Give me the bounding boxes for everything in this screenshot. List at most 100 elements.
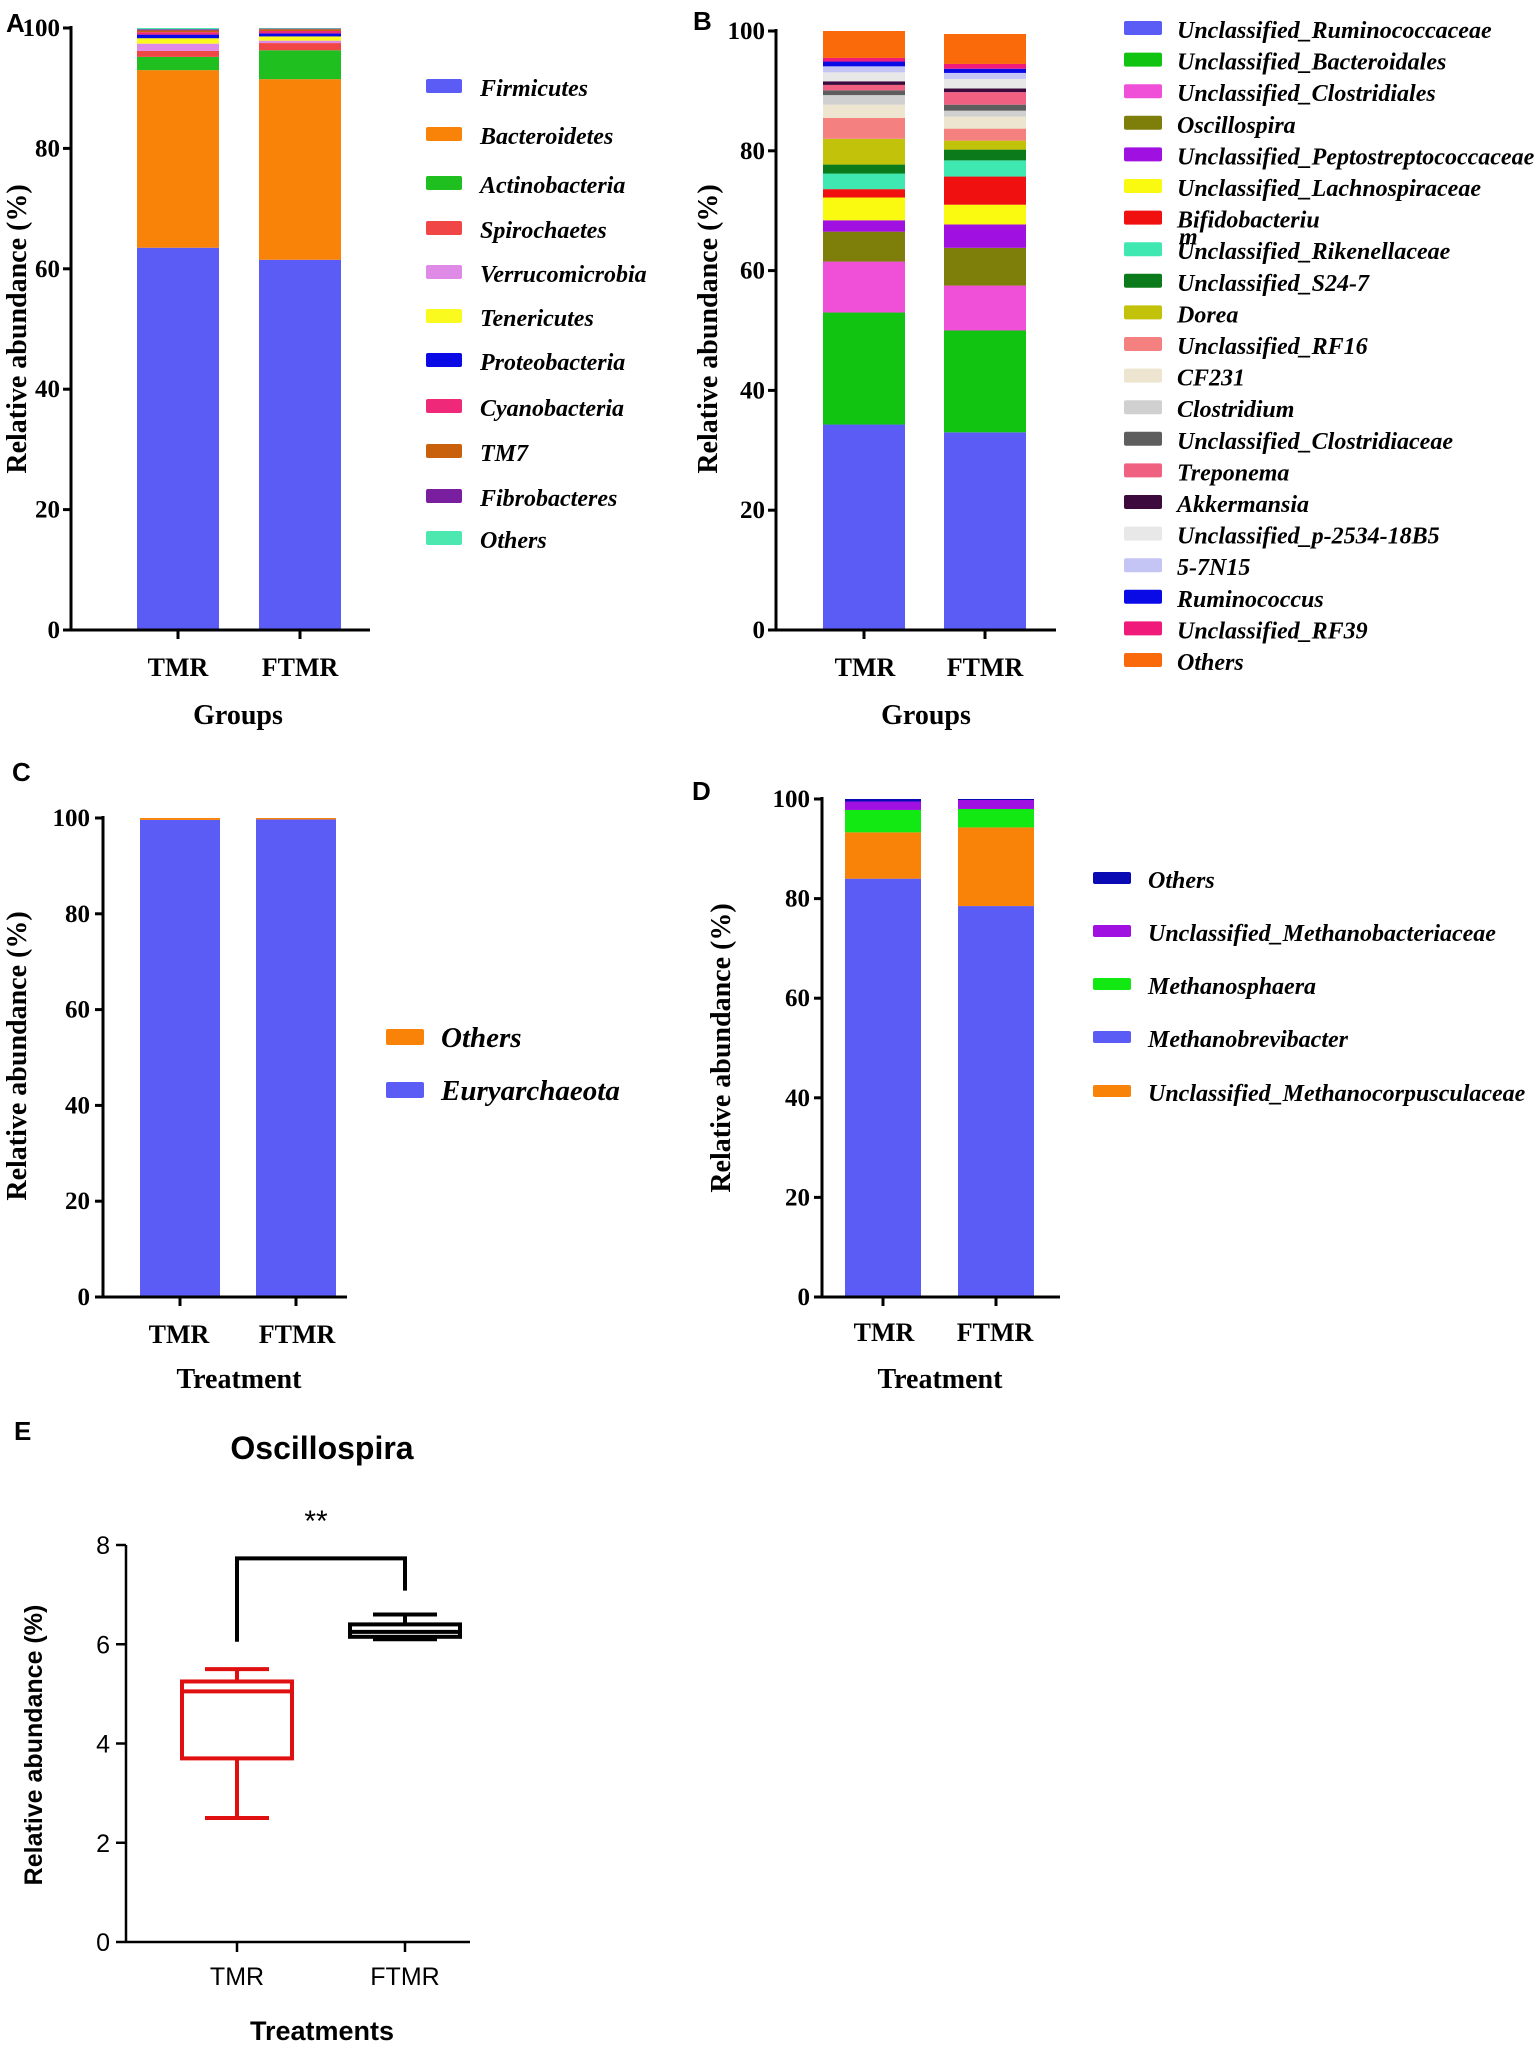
bar-b-ftmr-unclassified-lachnospiraceae	[944, 204, 1026, 225]
bar-b-tmr-ruminococcus	[823, 61, 905, 67]
bar-c-tmr-euryarchaeota	[140, 819, 220, 1297]
bar-b-tmr-unclassified-rf16	[823, 117, 905, 139]
bar-b-ftmr-bifidobacteriu-m	[944, 176, 1026, 205]
bar-a-ftmr-verrucomicrobia	[259, 40, 341, 44]
legend-label-dorea: Dorea	[1176, 302, 1238, 328]
x-tick-label: FTMR	[370, 1963, 439, 1991]
y-tick-label: 0	[798, 1284, 811, 1311]
bar-a-ftmr-fibrobacteres	[259, 28, 341, 30]
bar-a-ftmr-proteobacteria	[259, 33, 341, 37]
bar-b-ftmr-unclassified-clostridiales	[944, 285, 1026, 331]
legend-label-others: Others	[480, 528, 547, 554]
legend-swatch-unclassified-rf39	[1124, 621, 1162, 636]
bar-b-ftmr-unclassified-s24-7	[944, 149, 1026, 161]
y-tick-label: 0	[48, 617, 61, 644]
y-tick-label: 100	[53, 805, 91, 832]
significance-label: **	[304, 1505, 328, 1538]
bar-b-tmr-cf231	[823, 104, 905, 118]
bar-a-tmr-bacteroidetes	[137, 70, 219, 248]
bar-b-ftmr-unclassified-rikenellaceae	[944, 160, 1026, 177]
legend-label-unclassified-rf16: Unclassified_RF16	[1177, 334, 1368, 360]
legend-swatch-unclassified-methanobacteriaceae	[1093, 925, 1131, 937]
legend-swatch-others	[1093, 872, 1131, 884]
y-tick-label: 4	[96, 1731, 110, 1759]
y-tick-label: 40	[785, 1085, 810, 1112]
legend-swatch-methanosphaera	[1093, 978, 1131, 990]
y-tick-label: 80	[65, 901, 90, 928]
legend-label-unclassified-rf39: Unclassified_RF39	[1177, 618, 1368, 644]
y-tick-label: 100	[23, 15, 61, 42]
legend-label-unclassified-methanocorpusculaceae: Unclassified_Methanocorpusculaceae	[1148, 1081, 1526, 1107]
y-axis-title: Relative abundance (%)	[20, 1605, 48, 1886]
legend-swatch-unclassified-rf16	[1124, 337, 1162, 351]
legend-label-spirochaetes: Spirochaetes	[480, 218, 607, 244]
y-axis-title: Relative abundance (%)	[706, 903, 737, 1192]
bar-b-tmr-unclassified-rikenellaceae	[823, 173, 905, 190]
bar-d-ftmr-methanosphaera	[958, 808, 1034, 828]
bar-d-ftmr-methanobrevibacter	[958, 906, 1034, 1297]
bar-b-tmr-unclassified-s24-7	[823, 164, 905, 174]
legend-label-tm7: TM7	[480, 441, 529, 467]
legend-swatch-unclassified-lachnospiraceae	[1124, 179, 1162, 193]
legend-label-tenericutes: Tenericutes	[480, 306, 594, 332]
bar-b-ftmr-unclassified-ruminococcaceae	[944, 432, 1026, 630]
legend-swatch-unclassified-methanocorpusculaceae	[1093, 1085, 1131, 1097]
legend-a: Firmicutes Bacteroidetes Actinobacteria Spi…	[426, 76, 647, 554]
legend-swatch-unclassified-ruminococcaceae	[1124, 21, 1162, 35]
bar-b-tmr-unclassified-lachnospiraceae	[823, 197, 905, 221]
x-tick-label: FTMR	[259, 1320, 336, 1349]
y-tick-label: 20	[740, 497, 765, 524]
y-axis-title: Relative abundance (%)	[2, 911, 33, 1200]
y-axis-title: Relative abundance (%)	[2, 184, 33, 473]
y-tick-label: 60	[65, 997, 90, 1024]
bar-a-tmr-firmicutes	[137, 247, 219, 631]
bar-a-tmr-verrucomicrobia	[137, 43, 219, 51]
bar-b-tmr-unclassified-bacteroidales	[823, 312, 905, 425]
legend-swatch-verrucomicrobia	[426, 265, 462, 279]
bar-a-tmr-fibrobacteres	[137, 29, 219, 31]
panel-label-b: B	[693, 6, 712, 36]
legend-swatch-methanobrevibacter	[1093, 1031, 1131, 1043]
x-axis-title: Treatment	[878, 1364, 1004, 1395]
legend-swatch-bifidobacteriu-m	[1124, 210, 1162, 225]
legend-swatch-akkermansia	[1124, 495, 1162, 509]
bar-b-ftmr-dorea	[944, 140, 1026, 150]
legend-label-unclassified-bacteroidales: Unclassified_Bacteroidales	[1177, 50, 1446, 76]
bar-b-tmr-unclassified-clostridiales	[823, 261, 905, 313]
bar-a-ftmr-cyanobacteria	[259, 31, 341, 34]
legend-swatch-proteobacteria	[426, 353, 462, 367]
bar-b-ftmr-unclassified-clostridiaceae	[944, 104, 1026, 111]
bar-b-ftmr-treponema	[944, 92, 1026, 105]
legend-label-fibrobacteres: Fibrobacteres	[479, 486, 617, 512]
bar-b-tmr-unclassified-clostridiaceae	[823, 90, 905, 96]
bar-b-ftmr-others	[944, 33, 1026, 64]
bar-c-ftmr-euryarchaeota	[256, 819, 336, 1297]
bar-a-tmr-tenericutes	[137, 38, 219, 44]
bar-c-tmr-others	[140, 818, 220, 820]
legend-swatch-cf231	[1124, 368, 1162, 383]
legend-label-methanosphaera: Methanosphaera	[1147, 974, 1316, 1000]
bar-a-tmr-spirochaetes	[137, 50, 219, 57]
x-tick-label: TMR	[210, 1963, 264, 1991]
legend-label-bifidobacteriu-m: Bifidobacteriu m	[1176, 208, 1320, 251]
panel-label-a: A	[6, 8, 25, 38]
legend-swatch-clostridium	[1124, 400, 1162, 415]
y-tick-label: 20	[35, 497, 60, 524]
legend-swatch-others	[386, 1029, 424, 1045]
legend-swatch-bacteroidetes	[426, 127, 462, 141]
bar-b-ftmr-unclassified-p-2534-18b5	[944, 78, 1026, 89]
x-tick-label: TMR	[854, 1318, 915, 1347]
legend-label-actinobacteria: Actinobacteria	[478, 173, 625, 199]
bar-d-tmr-unclassified-methanobacteriaceae	[845, 801, 921, 810]
x-tick-label: TMR	[149, 1320, 210, 1349]
bar-b-tmr-dorea	[823, 138, 905, 165]
legend-label-firmicutes: Firmicutes	[479, 76, 588, 102]
bar-a-tmr-proteobacteria	[137, 34, 219, 39]
legend-swatch-cyanobacteria	[426, 399, 462, 413]
bar-d-tmr-methanobrevibacter	[845, 878, 921, 1297]
bar-a-tmr-tm7	[137, 30, 219, 33]
legend-label-unclassified-clostridiaceae: Unclassified_Clostridiaceae	[1177, 429, 1453, 455]
y-tick-label: 6	[96, 1631, 110, 1659]
bar-b-tmr-bifidobacteriu-m	[823, 189, 905, 198]
y-tick-label: 60	[35, 256, 60, 283]
